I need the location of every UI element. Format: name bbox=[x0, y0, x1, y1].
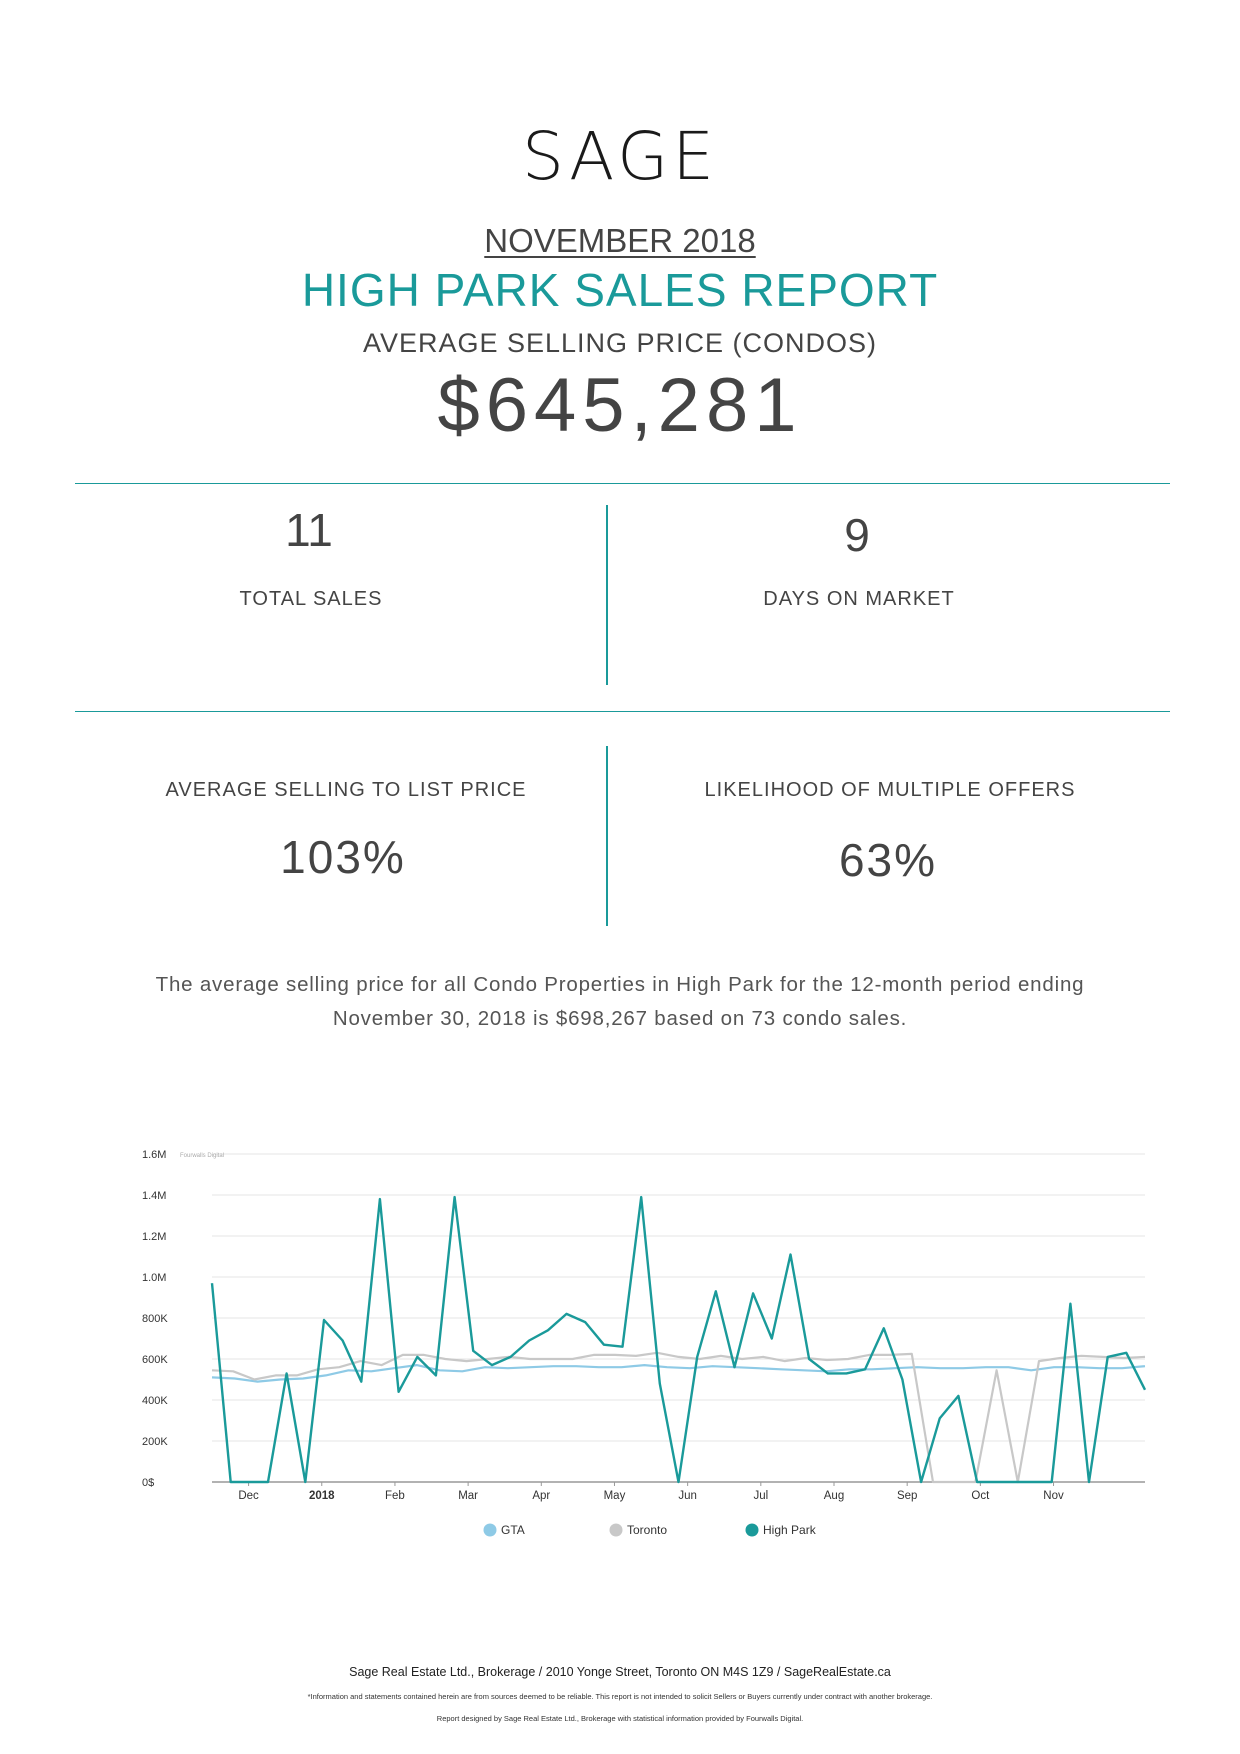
summary-paragraph: The average selling price for all Condo … bbox=[110, 968, 1130, 1036]
footer-disclaimer: *Information and statements contained he… bbox=[307, 1692, 933, 1701]
price-trend-chart: 0$ 200K 400K 600K 800K 1.0M 1.2M 1.4M 1.6M Fourwa… bbox=[142, 1149, 1147, 1537]
x-tick-label: Oct bbox=[971, 1490, 990, 1502]
x-tick-label: Feb bbox=[385, 1490, 405, 1502]
y-tick-label: 200K bbox=[142, 1436, 168, 1448]
y-tick-label: 1.4M bbox=[142, 1190, 166, 1202]
total-sales-value: 11 bbox=[285, 504, 333, 556]
x-tick-label: Jun bbox=[678, 1490, 697, 1502]
days-on-market-label: DAYS ON MARKET bbox=[763, 588, 955, 610]
selling-to-list-value: 103% bbox=[280, 831, 406, 883]
x-tick-label: Dec bbox=[238, 1490, 259, 1502]
report-period: NOVEMBER 2018 bbox=[0, 222, 1240, 260]
y-tick-label: 800K bbox=[142, 1313, 168, 1325]
multiple-offers-value: 63% bbox=[838, 834, 938, 886]
legend-label-high-park: High Park bbox=[763, 1523, 817, 1537]
y-tick-label: 0$ bbox=[142, 1477, 154, 1489]
y-tick-label: 1.6M bbox=[142, 1149, 166, 1161]
divider-vertical-1 bbox=[606, 505, 608, 685]
avg-price-label: AVERAGE SELLING PRICE (CONDOS) bbox=[362, 328, 878, 358]
x-tick-label: Jul bbox=[753, 1490, 768, 1502]
report-period-text: NOVEMBER 2018 bbox=[484, 222, 756, 259]
x-tick-label: Nov bbox=[1043, 1490, 1064, 1502]
days-on-market-value: 9 bbox=[844, 509, 870, 561]
divider-vertical-2 bbox=[606, 746, 608, 926]
x-tick-label: Sep bbox=[897, 1490, 917, 1502]
x-tick-label: 2018 bbox=[309, 1490, 335, 1502]
legend-marker-gta bbox=[483, 1523, 497, 1537]
summary-line-2: November 30, 2018 is $698,267 based on 7… bbox=[332, 1007, 908, 1030]
x-tick-label: May bbox=[604, 1490, 626, 1502]
y-tick-label: 1.0M bbox=[142, 1272, 166, 1284]
multiple-offers-label: LIKELIHOOD OF MULTIPLE OFFERS bbox=[704, 779, 1076, 801]
sage-logo: SAGE bbox=[522, 118, 718, 195]
legend-label-toronto: Toronto bbox=[627, 1523, 667, 1537]
footer-address: Sage Real Estate Ltd., Brokerage / 2010 … bbox=[349, 1665, 891, 1679]
total-sales-label: TOTAL SALES bbox=[239, 588, 383, 610]
divider-middle bbox=[75, 711, 1170, 712]
summary-line-1: The average selling price for all Condo … bbox=[155, 973, 1085, 996]
legend-marker-high-park bbox=[745, 1523, 759, 1537]
x-tick-label: Apr bbox=[532, 1490, 550, 1502]
selling-to-list-label: AVERAGE SELLING TO LIST PRICE bbox=[165, 779, 527, 801]
divider-top bbox=[75, 483, 1170, 484]
x-tick-label: Mar bbox=[458, 1490, 478, 1502]
chart-watermark: Fourwalls Digital bbox=[180, 1153, 224, 1159]
report-title: HIGH PARK SALES REPORT bbox=[301, 264, 939, 316]
y-tick-label: 400K bbox=[142, 1395, 168, 1407]
footer-credits: Report designed by Sage Real Estate Ltd.… bbox=[436, 1714, 804, 1723]
y-tick-label: 1.2M bbox=[142, 1231, 166, 1243]
legend-label-gta: GTA bbox=[501, 1523, 525, 1537]
legend-marker-toronto bbox=[609, 1523, 623, 1537]
avg-price-value: $645,281 bbox=[437, 363, 803, 448]
y-tick-label: 600K bbox=[142, 1354, 168, 1366]
series-line-toronto bbox=[211, 1351, 1146, 1484]
x-tick-label: Aug bbox=[824, 1490, 844, 1502]
series-line-gta bbox=[211, 1364, 1146, 1383]
series-line-high-park bbox=[210, 1195, 1147, 1484]
